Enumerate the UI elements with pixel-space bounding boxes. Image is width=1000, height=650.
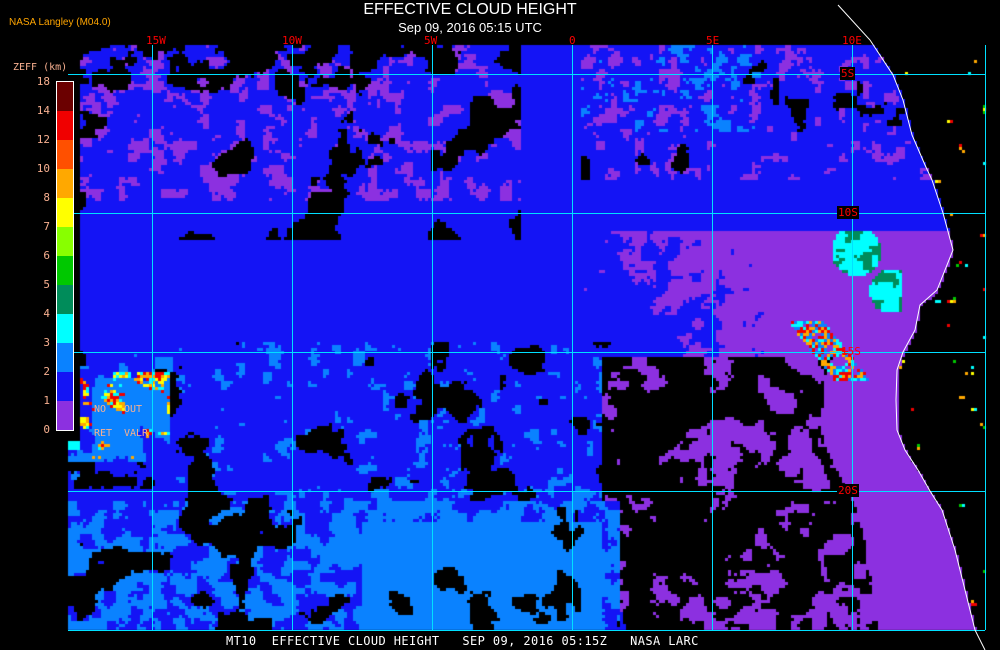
legend-color-swatch (57, 372, 73, 401)
legend-color-swatch (57, 82, 73, 111)
lat-label: 5S (840, 67, 856, 80)
lat-lon-grid (68, 45, 986, 631)
lon-label: 10W (282, 34, 302, 47)
organization-label: NASA Langley (M04.0) (9, 17, 111, 28)
legend-color-swatch (57, 343, 73, 372)
legend-color-swatch (57, 140, 73, 169)
no-retrieval-label: RET (94, 428, 113, 439)
legend-tick-label: 2 (43, 365, 50, 378)
legend-color-swatch (57, 111, 73, 140)
lat-label: 15S (841, 345, 861, 358)
no-retrieval-label: NO (94, 404, 107, 415)
color-scale-bar (56, 81, 74, 431)
out-of-range-label: OUT (124, 404, 143, 415)
legend-color-swatch (57, 169, 73, 198)
map-timestamp: Sep 09, 2016 05:15 UTC (398, 20, 542, 35)
map-title: EFFECTIVE CLOUD HEIGHT (363, 1, 577, 18)
lon-label: 5W (424, 34, 438, 47)
legend-tick-label: 7 (43, 220, 50, 233)
legend-color-swatch (57, 227, 73, 256)
legend-title: ZEFF (km) (13, 62, 68, 73)
legend-tick-label: 14 (36, 104, 50, 117)
legend-tick-label: 6 (43, 249, 50, 262)
lon-label: 5E (706, 34, 720, 47)
legend-tick-label: 18 (36, 75, 50, 88)
out-of-range-label: VALR (124, 428, 149, 439)
legend-tick-label: 4 (43, 307, 50, 320)
legend-color-swatch (57, 285, 73, 314)
legend-tick-label: 8 (43, 191, 50, 204)
legend-tick-label: 10 (36, 162, 50, 175)
lat-label: 20S (837, 484, 859, 497)
legend-color-swatch (57, 314, 73, 343)
legend-color-swatch (57, 256, 73, 285)
footer-caption: MT10 EFFECTIVE CLOUD HEIGHT SEP 09, 2016… (226, 634, 699, 648)
legend-tick-label: 12 (36, 133, 50, 146)
legend-color-swatch (57, 198, 73, 227)
legend-tick-label: 0 (43, 423, 50, 436)
legend-tick-label: 1 (43, 394, 50, 407)
lon-label: 15W (146, 34, 166, 47)
legend-tick-label: 3 (43, 336, 50, 349)
lon-label: 10E (842, 34, 862, 47)
legend-tick-label: 5 (43, 278, 50, 291)
coastline (837, 4, 986, 650)
lat-label: 10S (837, 206, 859, 219)
legend-color-swatch (57, 401, 73, 430)
lon-label: 0 (569, 34, 576, 47)
